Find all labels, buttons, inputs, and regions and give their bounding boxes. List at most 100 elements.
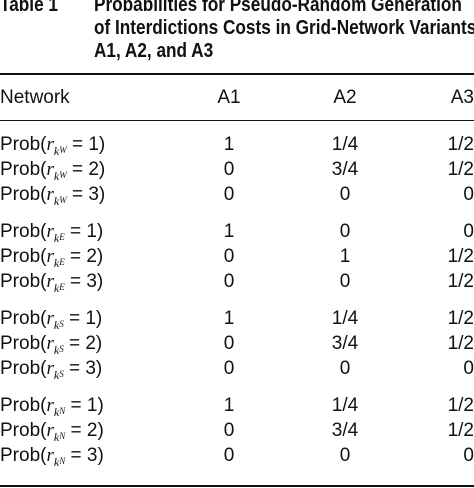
row-label-sub: k xyxy=(53,455,60,469)
cell-a2: 3/4 xyxy=(331,159,359,180)
row-label-rel: = 3) xyxy=(65,445,104,466)
row-label-sub: k xyxy=(53,343,60,357)
row-label-rel: = 1) xyxy=(64,221,104,242)
row-label-fn: Prob( xyxy=(0,308,47,329)
cell-a1: 0 xyxy=(223,271,235,292)
row-label: Prob(rkN = 3) xyxy=(0,444,104,470)
row-label-sub: k xyxy=(53,368,60,382)
row-label-rel: = 3) xyxy=(64,271,104,292)
row-label: Prob(rkS = 2) xyxy=(0,332,102,358)
row-label-subsub: S xyxy=(59,319,64,329)
cell-a1: 1 xyxy=(223,221,235,242)
cell-a1: 0 xyxy=(223,159,235,180)
table-title-line: Probabilities for Pseudo-Random Generati… xyxy=(94,0,462,16)
table-row: Prob(rkN = 2) 0 3/4 1/2 xyxy=(0,419,474,445)
cell-a1: 0 xyxy=(223,358,235,379)
row-label-sub: k xyxy=(53,231,60,245)
row-label-var: r xyxy=(46,159,54,180)
cell-a1: 0 xyxy=(223,420,235,441)
table-row: Prob(rkN = 1) 1 1/4 1/2 xyxy=(0,394,474,420)
cell-a3: 0 xyxy=(463,445,474,466)
row-label-fn: Prob( xyxy=(0,134,47,155)
row-label-fn: Prob( xyxy=(0,420,47,441)
row-label: Prob(rkW = 1) xyxy=(0,133,105,159)
row-label-var: r xyxy=(46,358,54,379)
row-label-sub: k xyxy=(53,169,60,183)
row-label-var: r xyxy=(46,308,54,329)
table-row: Prob(rkS = 2) 0 3/4 1/2 xyxy=(0,332,474,358)
cell-a2: 3/4 xyxy=(331,333,359,354)
row-label-subsub: W xyxy=(59,170,67,180)
cell-a3: 0 xyxy=(463,221,474,242)
row-label-subsub: E xyxy=(59,257,65,267)
cell-a3: 1/2 xyxy=(447,308,474,329)
row-label-sub: k xyxy=(53,256,60,270)
row-label: Prob(rkE = 1) xyxy=(0,220,103,246)
cell-a3: 1/2 xyxy=(447,159,474,180)
table-row: Prob(rkS = 3) 0 0 0 xyxy=(0,357,474,383)
row-label-subsub: S xyxy=(59,344,64,354)
row-label-fn: Prob( xyxy=(0,333,47,354)
table-label: Table 1 xyxy=(0,0,58,16)
table-row: Prob(rkS = 1) 1 1/4 1/2 xyxy=(0,307,474,333)
cell-a3: 1/2 xyxy=(447,271,474,292)
table-title: Probabilities for Pseudo-Random Generati… xyxy=(94,0,474,63)
cell-a2: 3/4 xyxy=(331,420,359,441)
cell-a3: 0 xyxy=(463,358,474,379)
cell-a1: 1 xyxy=(223,134,235,155)
cell-a2: 0 xyxy=(339,184,351,205)
cell-a2: 0 xyxy=(339,271,351,292)
row-label-var: r xyxy=(46,221,54,242)
table-row: Prob(rkW = 1) 1 1/4 1/2 xyxy=(0,133,474,159)
row-label: Prob(rkS = 3) xyxy=(0,357,102,383)
row-label: Prob(rkN = 2) xyxy=(0,419,104,445)
table-header: Network A1 A2 A3 xyxy=(0,86,474,110)
row-label-sub: k xyxy=(53,194,60,208)
cell-a3: 0 xyxy=(463,184,474,205)
cell-a2: 1 xyxy=(339,246,351,267)
row-label-rel: = 1) xyxy=(65,395,104,416)
row-label-fn: Prob( xyxy=(0,445,47,466)
row-label-subsub: S xyxy=(59,369,64,379)
row-label-var: r xyxy=(46,184,54,205)
row-label-var: r xyxy=(46,271,54,292)
table-row: Prob(rkN = 3) 0 0 0 xyxy=(0,444,474,470)
row-label-subsub: N xyxy=(59,456,66,466)
table-row: Prob(rkE = 1) 1 0 0 xyxy=(0,220,474,246)
cell-a3: 1/2 xyxy=(447,333,474,354)
table-caption: Table 1 Probabilities for Pseudo-Random … xyxy=(0,0,474,64)
table-row: Prob(rkW = 2) 0 3/4 1/2 xyxy=(0,158,474,183)
cell-a3: 1/2 xyxy=(447,246,474,267)
row-label-var: r xyxy=(46,420,54,441)
cell-a2: 1/4 xyxy=(331,134,359,155)
row-label-fn: Prob( xyxy=(0,246,47,267)
row-label-rel: = 2) xyxy=(66,159,106,180)
table-title-line: A1, A2, and A3 xyxy=(94,40,214,62)
cell-a2: 1/4 xyxy=(331,395,359,416)
row-label-rel: = 3) xyxy=(66,184,106,205)
row-label-var: r xyxy=(46,333,54,354)
cell-a2: 0 xyxy=(339,445,351,466)
cell-a2: 1/4 xyxy=(331,308,359,329)
cell-a1: 0 xyxy=(223,333,235,354)
table-title-line: of Interdictions Costs in Grid-Network V… xyxy=(94,17,474,39)
row-label: Prob(rkW = 3) xyxy=(0,183,105,209)
row-label-subsub: E xyxy=(59,232,65,242)
row-label: Prob(rkN = 1) xyxy=(0,394,104,420)
cell-a2: 0 xyxy=(339,221,351,242)
table-row: Prob(rkE = 2) 0 1 1/2 xyxy=(0,245,474,271)
row-label-sub: k xyxy=(53,144,60,158)
row-label: Prob(rkE = 2) xyxy=(0,245,103,271)
top-rule xyxy=(0,73,474,75)
row-label-var: r xyxy=(46,445,54,466)
row-label-var: r xyxy=(46,134,54,155)
row-label: Prob(rkS = 1) xyxy=(0,307,102,333)
row-label-rel: = 2) xyxy=(64,246,104,267)
row-label-rel: = 2) xyxy=(65,420,104,441)
cell-a1: 0 xyxy=(223,184,235,205)
cell-a3: 1/2 xyxy=(447,395,474,416)
row-label-fn: Prob( xyxy=(0,271,47,292)
row-label-subsub: W xyxy=(59,145,67,155)
header-a3: A3 xyxy=(450,87,474,108)
row-label-subsub: N xyxy=(59,431,66,441)
